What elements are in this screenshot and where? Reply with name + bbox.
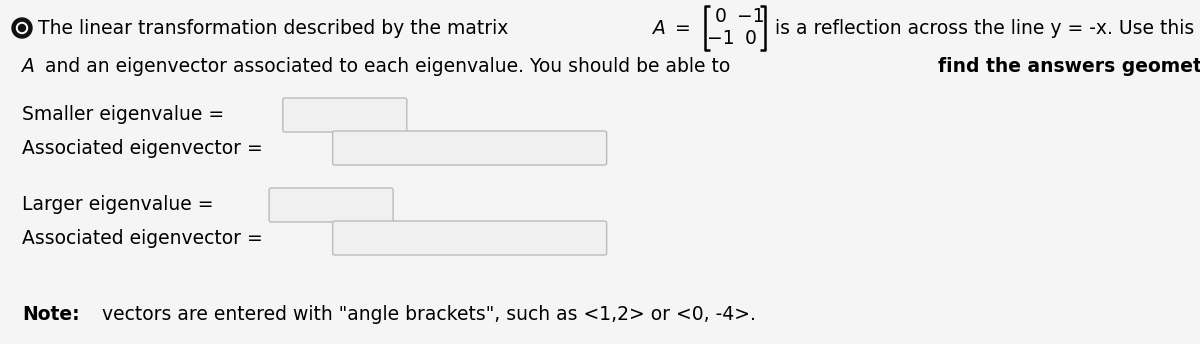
Text: Larger eigenvalue =: Larger eigenvalue = [22,195,214,215]
Text: −1: −1 [737,8,764,26]
Text: 0: 0 [715,8,727,26]
Text: Smaller eigenvalue =: Smaller eigenvalue = [22,106,224,125]
FancyBboxPatch shape [332,131,607,165]
Text: =: = [670,19,697,37]
Text: find the answers geometrically: find the answers geometrically [938,56,1200,75]
Text: The linear transformation described by the matrix: The linear transformation described by t… [38,19,515,37]
Text: A: A [653,19,666,37]
FancyBboxPatch shape [269,188,394,222]
Text: Associated eigenvector =: Associated eigenvector = [22,139,263,158]
FancyBboxPatch shape [283,98,407,132]
Text: vectors are entered with "angle brackets", such as <1,2> or <0, -4>.: vectors are entered with "angle brackets… [96,305,756,324]
Circle shape [17,22,28,33]
Text: −1: −1 [707,30,734,49]
Circle shape [12,18,32,38]
Text: A: A [22,56,35,75]
Text: is a reflection across the line y = -x. Use this fact to find the two eigenvalue: is a reflection across the line y = -x. … [769,19,1200,37]
Text: Associated eigenvector =: Associated eigenvector = [22,228,263,247]
Circle shape [18,24,25,32]
Text: 0: 0 [745,30,757,49]
FancyBboxPatch shape [332,221,607,255]
Text: and an eigenvector associated to each eigenvalue. You should be able to: and an eigenvector associated to each ei… [38,56,736,75]
Text: Note:: Note: [22,305,79,324]
